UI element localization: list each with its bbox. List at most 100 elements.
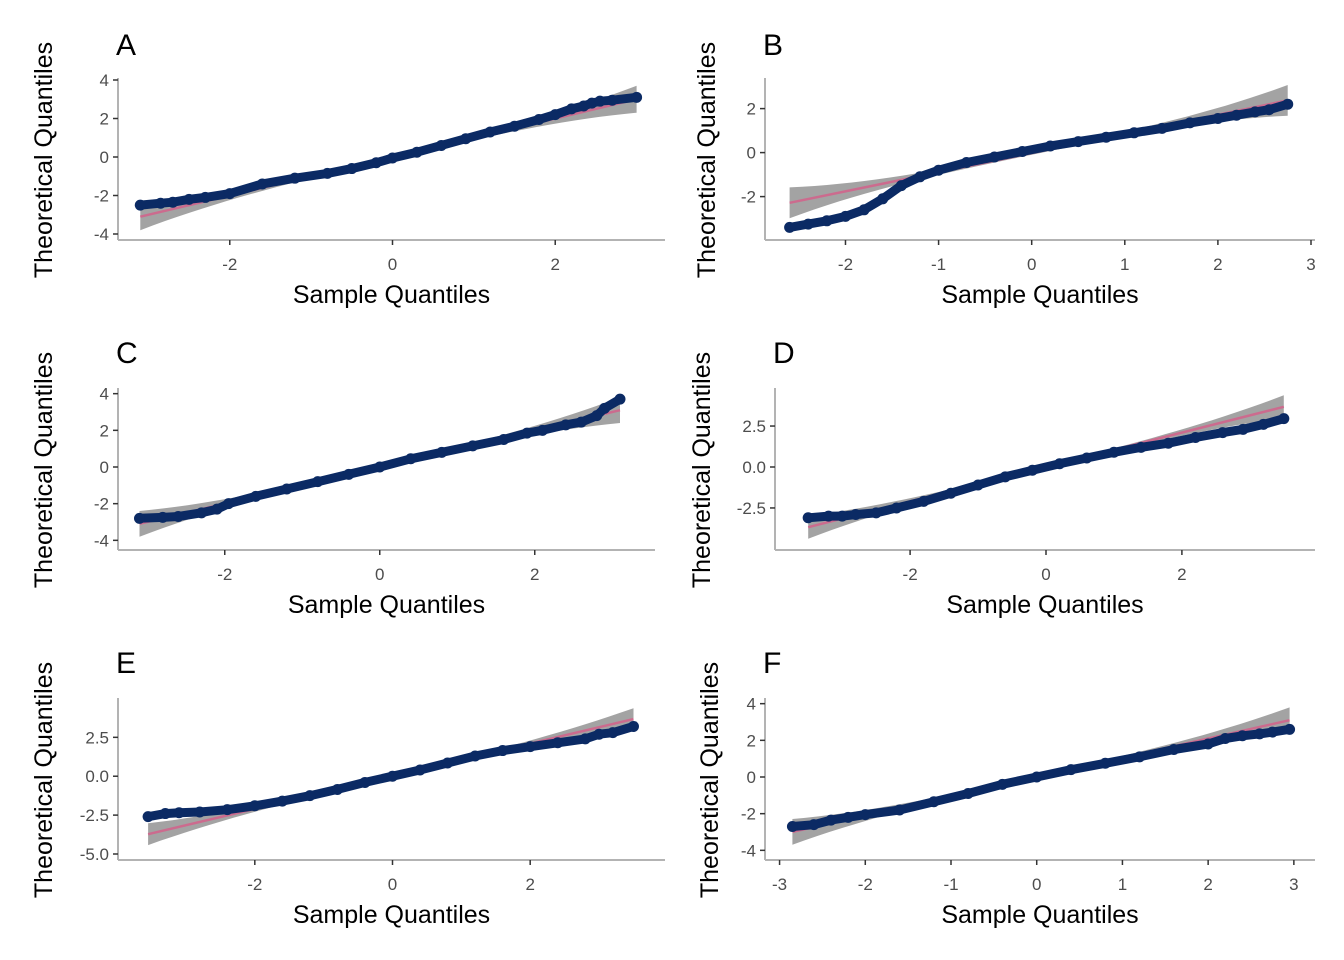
- panel-c-y-tick-label: 4: [100, 385, 109, 404]
- panel-f-point: [786, 821, 798, 832]
- panel-c-point: [250, 490, 262, 502]
- panel-d-y-tick-label: 0.0: [742, 458, 766, 477]
- panel-e-y-tick-label: 0.0: [85, 767, 109, 786]
- panel-c-y-tick-label: -2: [94, 495, 109, 514]
- panel-e-point: [414, 764, 426, 776]
- panel-b-point: [1072, 136, 1084, 148]
- panel-a-point: [594, 95, 606, 107]
- panel-f-y-tick-label: 0: [747, 768, 756, 787]
- panel-c-point: [521, 427, 533, 439]
- panel-c: -4 -2 0 2 4 -2 0 2 C Sample Quantiles Theoretical …: [30, 337, 655, 619]
- panel-b-point: [821, 215, 833, 227]
- panel-e-x-tick-label: 0: [388, 875, 397, 894]
- panel-a-point: [509, 120, 521, 132]
- panel-e-point: [593, 728, 605, 740]
- panel-a-point: [155, 197, 167, 209]
- panel-e: -5.0 -2.5 0.0 2.5 -2 0 2 E Sample Quantiles Theor…: [30, 647, 665, 929]
- panel-e-point: [304, 790, 316, 802]
- panel-c-point: [599, 402, 610, 414]
- panel-d-point: [1081, 452, 1093, 464]
- panel-b-point: [1249, 106, 1261, 118]
- panel-b-point: [1282, 98, 1294, 110]
- panel-b-y-axis-title: Theoretical Quantiles: [693, 42, 721, 278]
- panel-b-point: [1231, 109, 1243, 121]
- panel-f-point: [1031, 771, 1043, 783]
- panel-e-point: [627, 720, 639, 732]
- panel-d-point: [918, 495, 930, 507]
- panel-e-y-tick-label: -2.5: [80, 806, 109, 825]
- panel-c-point: [614, 393, 626, 405]
- panel-e-point: [387, 770, 398, 782]
- panel-e-tag: E: [116, 647, 136, 680]
- panel-e-point: [276, 795, 288, 807]
- panel-c-sample-trail: [135, 394, 625, 523]
- panel-a-point: [484, 126, 496, 138]
- panel-b-x-tick-label: 2: [1213, 255, 1222, 274]
- panel-c-point: [157, 511, 169, 523]
- panel-b-y-tick-label: 0: [747, 144, 756, 163]
- panel-a-point: [321, 167, 333, 179]
- panel-f-point: [996, 778, 1008, 790]
- panel-a-x-tick-label: 0: [388, 255, 397, 274]
- panel-c-x-axis-title: Sample Quantiles: [288, 591, 485, 619]
- panel-c-y-axis-title: Theoretical Quantiles: [30, 352, 58, 588]
- panel-d-tag: D: [773, 337, 795, 370]
- panel-f-x-tick-label: 3: [1289, 875, 1298, 894]
- panel-f-point: [1284, 723, 1296, 735]
- panel-c-point: [560, 419, 572, 431]
- panel-c-y-tick-label: -4: [94, 531, 109, 550]
- panel-a: -4 -2 0 2 4 -2 0 2 A Sample Quantiles Theoretical …: [30, 29, 665, 309]
- panel-a-y-tick-label: -2: [94, 187, 109, 206]
- panel-b-point: [784, 221, 796, 233]
- panel-b-point: [988, 151, 1000, 163]
- panel-f-point: [825, 814, 837, 826]
- panel-b-point: [802, 218, 814, 230]
- panel-d-point: [836, 510, 848, 522]
- panel-b: -2 0 2 -2 -1 0 1 2 3 B Sample Quantiles Theoretical…: [693, 29, 1316, 309]
- panel-b-point: [1263, 104, 1275, 116]
- panel-b-point: [1212, 113, 1224, 124]
- panel-f-point: [1099, 757, 1111, 769]
- panel-e-point: [359, 776, 371, 788]
- panel-c-point: [172, 511, 184, 522]
- panel-f-point: [808, 819, 820, 831]
- panel-c-y-tick-label: 0: [100, 458, 109, 477]
- panel-b-point: [839, 210, 851, 222]
- panel-d-point: [1162, 437, 1174, 449]
- panel-d-y-tick-label: -2.5: [737, 499, 766, 518]
- panel-a-point: [460, 133, 472, 145]
- panel-c-point: [343, 468, 355, 480]
- panel-d-point: [1135, 441, 1147, 453]
- panel-e-y-tick-label: 2.5: [85, 728, 109, 747]
- panel-f-point: [894, 804, 906, 816]
- panel-d-sample-trail: [803, 414, 1289, 523]
- panel-a-point: [289, 172, 301, 184]
- panel-f-x-tick-label: 1: [1118, 875, 1127, 894]
- panel-f-y-tick-label: -2: [741, 805, 756, 824]
- panel-a-point: [435, 139, 447, 151]
- panel-a-point: [370, 157, 382, 169]
- panel-d-x-axis-title: Sample Quantiles: [946, 591, 1143, 619]
- panel-c-point: [575, 416, 587, 428]
- panel-a-x-axis-title: Sample Quantiles: [293, 281, 490, 309]
- panel-b-point: [1184, 117, 1196, 129]
- panel-d-y-tick-label: 2.5: [742, 417, 766, 436]
- panel-f-y-tick-label: -4: [741, 841, 756, 860]
- panel-a-point: [549, 109, 561, 121]
- panel-d-point: [802, 512, 814, 524]
- panel-a-point: [566, 103, 577, 115]
- panel-b-x-tick-label: 0: [1027, 255, 1036, 274]
- panel-a-point: [631, 91, 643, 103]
- panel-b-x-tick-label: -2: [838, 255, 853, 274]
- panel-d-point: [1217, 427, 1229, 439]
- panel-a-point: [256, 178, 268, 190]
- panel-b-point: [895, 180, 907, 192]
- panel-b-tag: B: [763, 29, 783, 62]
- panel-c-point: [223, 498, 235, 510]
- panel-f-point: [1134, 751, 1146, 763]
- panel-f-point: [962, 788, 974, 799]
- panel-b-y-tick-label: -2: [741, 188, 756, 207]
- panel-d-point: [999, 471, 1011, 483]
- panel-b-point: [961, 157, 973, 168]
- panel-c-point: [436, 446, 448, 458]
